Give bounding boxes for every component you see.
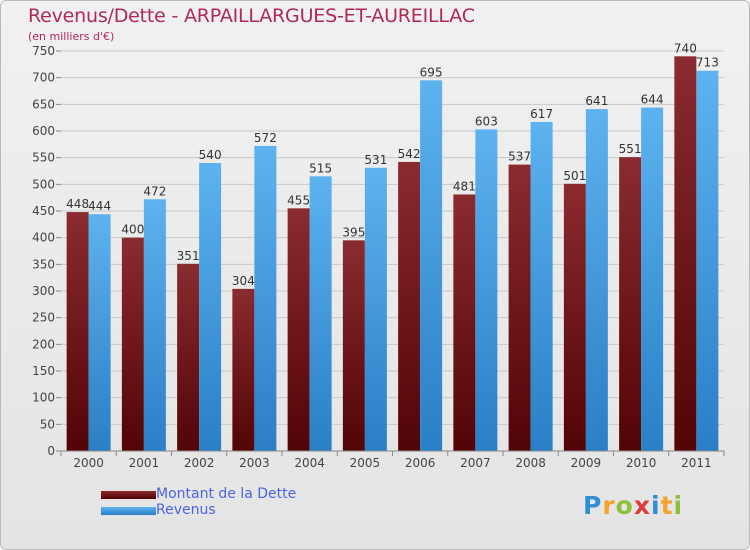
data-label-dette-2001: 400 (121, 223, 144, 237)
chart-subtitle: (en milliers d'€) (28, 30, 115, 43)
x-tick-label: 2007 (460, 456, 491, 470)
y-tick-label: 550 (32, 151, 55, 165)
y-tick-label: 700 (32, 71, 55, 85)
data-label-revenus-2005: 531 (364, 153, 387, 167)
y-tick-label: 500 (32, 177, 55, 191)
data-label-revenus-2008: 617 (530, 107, 553, 121)
data-label-revenus-2007: 603 (475, 114, 498, 128)
bar-dette-2000 (66, 212, 89, 451)
x-tick-label: 2004 (294, 456, 325, 470)
data-label-revenus-2003: 572 (254, 131, 277, 145)
bar-dette-2009 (563, 183, 586, 452)
bar-dette-2008 (508, 164, 531, 451)
x-tick-label: 2003 (239, 456, 270, 470)
legend-label-dette: Montant de la Dette (156, 486, 297, 502)
data-label-dette-2006: 542 (398, 147, 421, 161)
bar-revenus-2005 (364, 167, 387, 452)
data-label-revenus-2010: 644 (641, 93, 664, 107)
y-tick-label: 750 (32, 44, 55, 58)
bar-revenus-2007 (475, 129, 498, 451)
y-tick-label: 300 (32, 284, 55, 298)
x-tick-label: 2009 (571, 456, 602, 470)
data-label-revenus-2002: 540 (199, 148, 222, 162)
data-label-dette-2007: 481 (453, 179, 476, 193)
logo-letter: o (615, 491, 634, 520)
bar-dette-2001 (121, 237, 144, 451)
data-label-dette-2002: 351 (177, 249, 200, 263)
logo-letter: t (660, 491, 674, 520)
bar-dette-2002 (177, 263, 200, 451)
y-tick-label: 650 (32, 97, 55, 111)
data-label-dette-2005: 395 (342, 225, 365, 239)
proxiti-logo: Proxiti (583, 491, 683, 520)
y-tick-label: 400 (32, 231, 55, 245)
y-tick-label: 0 (47, 444, 55, 458)
x-axis-ticks: 2000 2001 2002 2003 2004 2005 2006 2007 2008 2009… (60, 451, 725, 470)
y-tick-label: 350 (32, 257, 55, 271)
x-tick-label: 2008 (515, 456, 546, 470)
data-label-dette-2011: 740 (674, 41, 697, 55)
bar-chart: 0 50 100 150 200 250 300 350 400 450 500 550 600 650 7… (32, 41, 725, 470)
y-tick-label: 100 (32, 391, 55, 405)
data-label-dette-2003: 304 (232, 274, 255, 288)
bar-revenus-2009 (585, 109, 608, 451)
bar-dette-2003 (232, 288, 255, 451)
chart-title: Revenus/Dette - ARPAILLARGUES-ET-AUREILL… (28, 5, 475, 27)
y-tick-label: 600 (32, 124, 55, 138)
bar-dette-2005 (342, 240, 365, 451)
legend-swatch-revenus (101, 507, 156, 515)
bar-dette-2007 (453, 194, 476, 451)
gridlines (61, 50, 724, 452)
bar-dette-2011 (674, 56, 697, 451)
logo-letter: i (673, 491, 684, 520)
y-tick-label: 200 (32, 337, 55, 351)
bar-revenus-2008 (530, 121, 553, 451)
legend-swatch-dette (101, 491, 156, 499)
y-axis-ticks: 0 50 100 150 200 250 300 350 400 450 500 550 600 650 7… (32, 44, 61, 458)
data-label-dette-2009: 501 (563, 169, 586, 183)
logo-letter: i (651, 491, 661, 520)
data-label-revenus-2001: 472 (143, 184, 166, 198)
x-tick-label: 2002 (184, 456, 215, 470)
y-tick-label: 450 (32, 204, 55, 218)
y-tick-label: 150 (32, 364, 55, 378)
bar-revenus-2001 (143, 199, 166, 451)
logo-letter: P (583, 491, 603, 520)
data-label-revenus-2000: 444 (88, 199, 111, 213)
x-tick-label: 2000 (73, 456, 104, 470)
bar-revenus-2003 (254, 145, 277, 451)
bar-revenus-2011 (696, 70, 719, 451)
y-tick-label: 50 (40, 417, 55, 431)
data-label-revenus-2011: 713 (696, 56, 719, 70)
data-label-dette-2008: 537 (508, 150, 531, 164)
data-label-revenus-2006: 695 (420, 65, 443, 79)
data-label-revenus-2009: 641 (585, 94, 608, 108)
x-tick-label: 2005 (350, 456, 381, 470)
y-tick-label: 250 (32, 311, 55, 325)
logo-letter: r (602, 491, 616, 520)
bar-revenus-2002 (199, 163, 222, 451)
bar-dette-2004 (287, 208, 310, 451)
bar-dette-2010 (619, 157, 642, 451)
bar-revenus-2010 (641, 107, 664, 452)
x-tick-label: 2011 (681, 456, 712, 470)
x-tick-label: 2001 (129, 456, 160, 470)
data-labels: 448 444 400 472 351 540 304 572 455 515 395 531 542 6… (66, 41, 719, 288)
legend-label-revenus: Revenus (156, 502, 216, 518)
data-label-revenus-2004: 515 (309, 161, 332, 175)
data-label-dette-2004: 455 (287, 193, 310, 207)
bar-revenus-2000 (88, 214, 111, 451)
data-label-dette-2000: 448 (66, 197, 89, 211)
logo-letter: x (633, 491, 651, 520)
x-tick-label: 2006 (405, 456, 436, 470)
bar-dette-2006 (398, 161, 421, 451)
data-label-dette-2010: 551 (619, 142, 642, 156)
bar-revenus-2006 (420, 80, 443, 451)
x-tick-label: 2010 (626, 456, 657, 470)
bar-revenus-2004 (309, 176, 332, 452)
bars (66, 56, 719, 452)
